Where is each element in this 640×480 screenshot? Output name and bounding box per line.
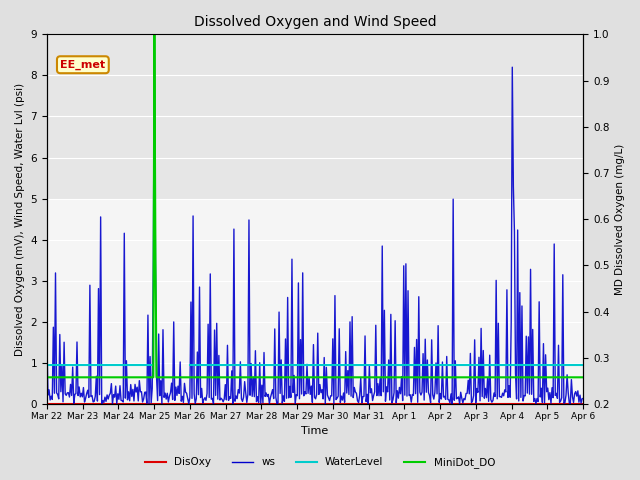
Text: EE_met: EE_met [60, 60, 106, 70]
Bar [47, 35, 583, 199]
Legend: DisOxy, ws, WaterLevel, MiniDot_DO: DisOxy, ws, WaterLevel, MiniDot_DO [141, 453, 499, 472]
Y-axis label: Dissolved Oxygen (mV), Wind Speed, Water Lvl (psi): Dissolved Oxygen (mV), Wind Speed, Water… [15, 83, 25, 356]
Y-axis label: MD Dissolved Oxygen (mg/L): MD Dissolved Oxygen (mg/L) [615, 144, 625, 295]
Title: Dissolved Oxygen and Wind Speed: Dissolved Oxygen and Wind Speed [194, 15, 436, 29]
X-axis label: Time: Time [301, 426, 329, 436]
